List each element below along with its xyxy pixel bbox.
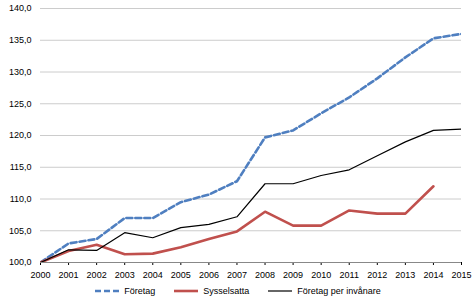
svg-text:135,0: 135,0 [9,35,32,45]
svg-text:125,0: 125,0 [9,99,32,109]
svg-text:140,0: 140,0 [9,3,32,13]
svg-text:2001: 2001 [59,270,79,280]
svg-text:120,0: 120,0 [9,130,32,140]
svg-text:2010: 2010 [311,270,331,280]
svg-text:130,0: 130,0 [9,67,32,77]
svg-text:2015: 2015 [451,270,471,280]
svg-text:2004: 2004 [143,270,163,280]
svg-text:105,0: 105,0 [9,226,32,236]
svg-text:2009: 2009 [283,270,303,280]
svg-text:100,0: 100,0 [9,257,32,267]
svg-text:110,0: 110,0 [10,194,32,204]
svg-text:2014: 2014 [423,270,443,280]
svg-text:2007: 2007 [227,270,247,280]
svg-text:115,0: 115,0 [10,162,32,172]
svg-text:2000: 2000 [30,270,50,280]
svg-text:2003: 2003 [115,270,135,280]
svg-text:2002: 2002 [87,270,107,280]
svg-text:2008: 2008 [255,270,275,280]
html-text:Företag per invånare: Företag per invånare [297,286,381,296]
svg-text:2013: 2013 [395,270,415,280]
svg-text:2012: 2012 [367,270,387,280]
html-text:Sysselsatta: Sysselsatta [203,286,250,296]
svg-text:2011: 2011 [340,270,359,280]
svg-text:2006: 2006 [199,270,219,280]
html-text:Företag: Företag [124,286,156,296]
svg-text:2005: 2005 [171,270,191,280]
